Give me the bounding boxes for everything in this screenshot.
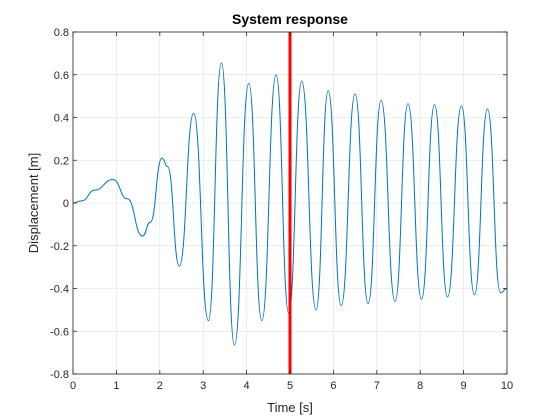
series-line: [72, 62, 508, 346]
x-tick-label: 9: [461, 380, 467, 392]
x-tick-label: 7: [374, 380, 380, 392]
series-layer: [72, 62, 508, 346]
y-tick-label: -0.6: [50, 326, 69, 338]
x-tick-label: 1: [113, 380, 119, 392]
x-axis-label: Time [s]: [267, 400, 313, 415]
y-tick-label: -0.2: [50, 241, 69, 253]
y-tick-label: 0.6: [54, 70, 69, 82]
tick-layer: 0 1 2 3 4 5 6 7 8 9 10 -0.8 -0.6 -0.4 -0.2 0 0.2 0.4 0.6 0.…: [50, 27, 513, 392]
x-tick-label: 0: [70, 380, 76, 392]
x-tick-label: 8: [417, 380, 423, 392]
x-tick-label: 3: [200, 380, 206, 392]
y-axis-label: Displacement [m]: [26, 153, 41, 253]
y-tick-label: 0.8: [54, 27, 69, 39]
x-tick-label: 10: [501, 380, 513, 392]
x-tick-label: 4: [244, 380, 250, 392]
y-tick-label: -0.8: [50, 369, 69, 381]
x-tick-label: 2: [157, 380, 163, 392]
x-tick-label: 5: [287, 380, 293, 392]
y-tick-label: 0.2: [54, 155, 69, 167]
y-tick-label: 0: [63, 198, 69, 210]
x-tick-label: 6: [330, 380, 336, 392]
chart-title: System response: [232, 11, 348, 27]
y-tick-label: 0.4: [54, 113, 69, 125]
y-tick-label: -0.4: [50, 284, 69, 296]
